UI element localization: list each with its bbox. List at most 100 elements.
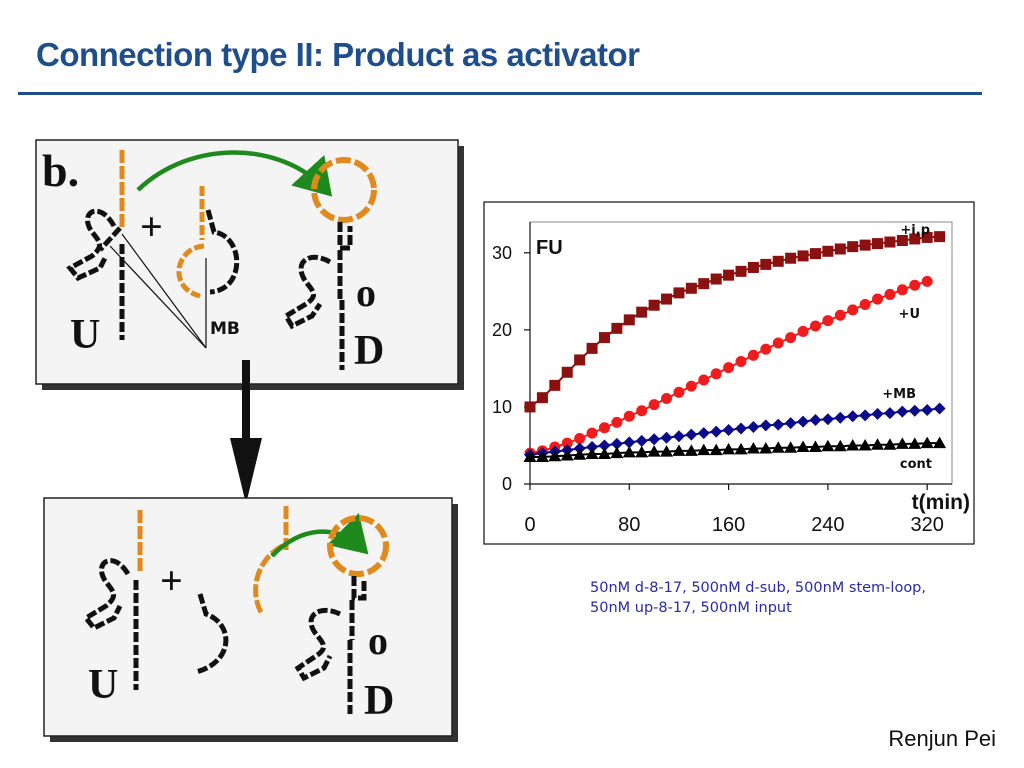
data-point-circle [772,337,784,349]
label-MB: MB [210,319,240,339]
data-point-triangle [771,441,785,453]
data-point-diamond [697,427,710,440]
label-o-bottom: o [368,618,388,663]
data-point-triangle [796,440,810,453]
label-U-top: U [70,312,100,358]
data-point-circle [623,410,635,422]
data-point-diamond [610,437,623,450]
data-point-triangle [871,438,885,450]
data-point-circle [561,437,573,449]
data-point-square [598,332,610,344]
data-point-diamond [586,441,599,454]
cleaved-fragment-bottom [195,593,229,675]
data-point-square [586,342,598,354]
data-point-triangle [746,442,760,454]
data-point-circle [896,284,908,296]
data-point-square [884,236,896,248]
x-tick-label: 80 [618,514,640,536]
data-point-triangle [908,437,922,449]
data-point-diamond [821,413,834,426]
data-point-diamond [921,404,934,417]
data-point-circle [760,343,772,355]
x-tick-label: 240 [811,514,844,536]
plus-sign-bottom: + [160,558,183,603]
bottom-panel: + U o D [43,497,458,742]
data-point-square [847,241,859,253]
enzyme-U-top [66,208,125,340]
data-point-triangle [635,445,649,458]
data-point-square [735,265,747,277]
data-point-square [698,278,710,290]
data-point-triangle [697,443,711,456]
beacon-MB-top [176,186,240,299]
data-point-diamond [623,436,636,449]
data-point-circle [921,275,933,287]
top-panel: b. + MB U [35,139,464,390]
data-point-triangle [722,442,736,455]
data-point-triangle [920,436,934,449]
data-point-triangle [660,445,674,457]
label-D-top: D [354,328,384,374]
series-label-ip: +i,p [900,223,930,238]
product-loop-top [311,157,377,223]
data-point-diamond [635,434,648,447]
data-point-square [809,248,821,260]
data-point-circle [785,332,797,344]
data-point-triangle [759,442,773,454]
series-line-0 [529,235,940,408]
data-point-triangle [672,444,686,456]
data-point-square [673,287,685,299]
data-point-diamond [747,420,760,433]
data-point-circle [710,368,722,380]
data-point-diamond [685,428,698,441]
data-point-square [921,231,933,243]
data-point-diamond [598,439,611,452]
data-point-circle [822,315,834,327]
data-point-triangle [573,448,587,460]
data-point-triangle [846,438,860,451]
data-point-triangle [684,444,698,456]
label-D-bottom: D [364,678,394,724]
label-U-bottom: U [88,662,118,708]
data-point-circle [598,422,610,434]
y-axis-label: FU [536,237,563,259]
data-point-triangle [597,447,611,459]
x-tick-label: 0 [524,514,535,536]
x-tick-label: 160 [712,514,745,536]
downward-arrow [230,360,262,504]
data-point-triangle [647,445,661,457]
data-point-triangle [535,450,549,463]
data-point-triangle [622,445,636,458]
data-point-triangle [895,437,909,449]
data-point-diamond [784,417,797,430]
enzyme-U-bottom [82,558,139,690]
experiment-caption: 50nM d-8-17, 500nM d-sub, 500nM stem-loo… [590,580,926,616]
data-point-diamond [797,415,810,428]
data-point-diamond [871,407,884,420]
data-point-circle [636,405,648,417]
data-marks [523,231,947,463]
series-label-MB: +MB [882,387,916,402]
enzyme-D-top [282,222,353,370]
data-point-square [896,234,908,246]
x-axis-label: t(min) [912,491,970,514]
y-tick-label: 20 [492,320,512,340]
data-point-square [834,243,846,255]
data-point-diamond [772,418,785,431]
data-point-circle [574,433,586,445]
data-point-square [772,255,784,267]
data-point-square [785,252,797,264]
data-point-diamond [933,402,946,415]
data-point-square [934,231,946,243]
data-point-diamond [846,410,859,423]
series-line-3 [530,442,940,459]
data-point-square [648,299,660,311]
data-point-circle [847,304,859,316]
data-point-triangle [808,440,822,453]
top-panel-box [35,139,459,385]
data-point-circle [884,288,896,300]
data-point-diamond [759,419,772,432]
plot-area [529,221,953,485]
activation-arrow-bottom [270,513,369,558]
